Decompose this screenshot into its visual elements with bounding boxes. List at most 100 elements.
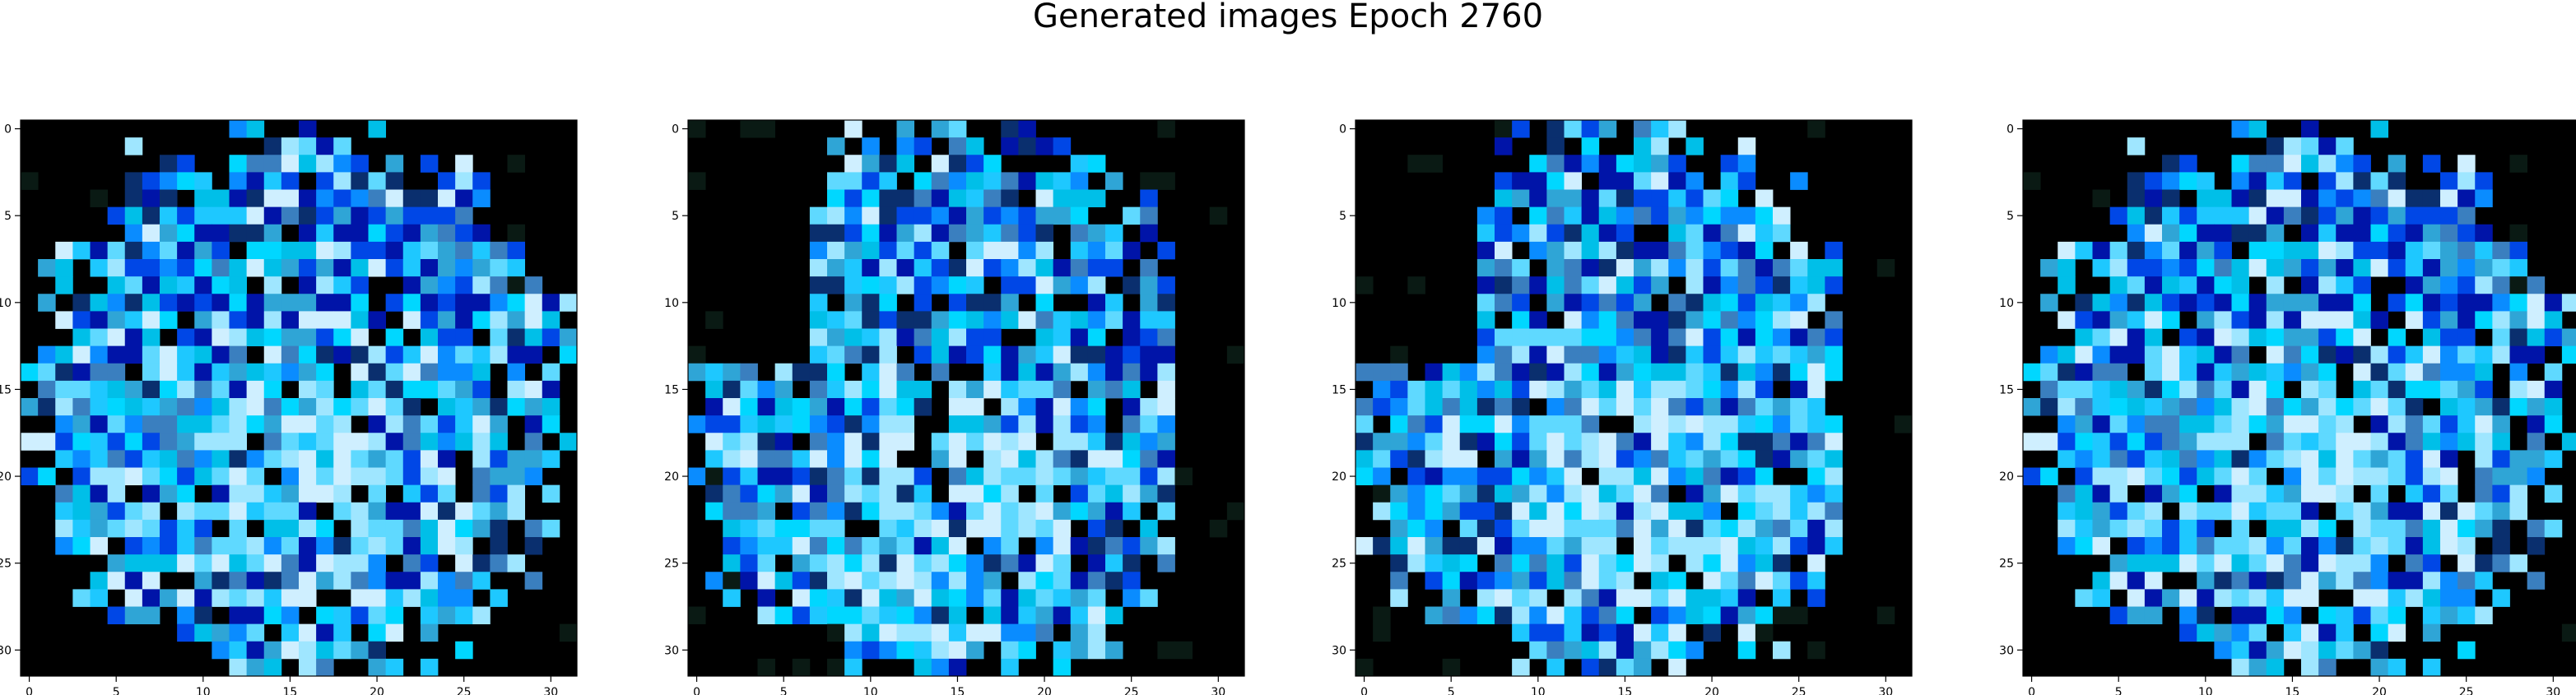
image-pixel [2353, 259, 2371, 277]
image-pixel [1564, 172, 1583, 190]
image-pixel [1807, 484, 1825, 503]
image-pixel [142, 519, 160, 538]
image-pixel [914, 519, 932, 538]
image-pixel [194, 572, 212, 590]
image-pixel [542, 398, 560, 416]
image-pixel [2109, 345, 2128, 364]
image-pixel [38, 294, 56, 312]
image-pixel [2353, 606, 2371, 625]
image-pixel [931, 276, 950, 294]
image-pixel [2248, 589, 2267, 607]
axes-frame [687, 119, 1245, 677]
image-pixel [896, 224, 915, 243]
image-pixel [2266, 380, 2285, 399]
image-pixel [2440, 589, 2458, 607]
image-pixel [1581, 328, 1600, 347]
image-pixel [2301, 363, 2319, 382]
image-pixel [1564, 589, 1583, 607]
image-pixel [281, 206, 300, 225]
image-pixel [1035, 137, 1054, 155]
image-pixel [1634, 259, 1652, 277]
image-pixel [879, 224, 897, 243]
image-pixel [1529, 623, 1547, 642]
image-pixel [2475, 450, 2493, 468]
image-pixel [1807, 276, 1825, 294]
image-pixel [212, 433, 230, 451]
image-pixel [1105, 345, 1123, 364]
image-pixel [90, 345, 109, 364]
image-pixel [2248, 450, 2267, 468]
image-pixel [1737, 554, 1756, 572]
image-pixel [2179, 276, 2197, 294]
image-pixel [1546, 606, 1565, 625]
image-pixel [1105, 172, 1123, 190]
image-pixel [1035, 311, 1054, 329]
image-pixel [1373, 537, 1391, 555]
image-pixel [420, 259, 439, 277]
image-pixel [914, 554, 932, 572]
image-pixel [844, 241, 863, 260]
image-pixel [2248, 415, 2267, 433]
image-pixel [792, 572, 811, 590]
image-pixel [351, 206, 369, 225]
image-pixel [2179, 467, 2197, 486]
image-pixel [72, 241, 91, 260]
x-tick-label: 10 [1531, 686, 1546, 695]
image-pixel [2318, 415, 2337, 433]
image-pixel [438, 450, 456, 468]
image-pixel [333, 433, 351, 451]
image-pixel [1425, 537, 1444, 555]
image-pixel [1634, 450, 1652, 468]
image-pixel [1546, 519, 1565, 538]
image-pixel [2197, 554, 2215, 572]
image-pixel [229, 224, 248, 243]
image-pixel [1087, 519, 1106, 538]
image-pixel [1755, 623, 1774, 642]
image-pixel [2336, 398, 2354, 416]
image-pixel [385, 433, 404, 451]
image-pixel [2301, 137, 2319, 155]
image-pixel [333, 502, 351, 521]
x-tick-label: 10 [196, 686, 211, 695]
image-pixel [827, 450, 845, 468]
image-pixel [966, 328, 984, 347]
image-pixel [1087, 606, 1106, 625]
image-pixel [2179, 606, 2197, 625]
image-pixel [2405, 345, 2424, 364]
image-pixel [2266, 484, 2285, 503]
image-pixel [2457, 589, 2476, 607]
image-pixel [1209, 206, 1228, 225]
image-pixel [896, 589, 915, 607]
image-pixel [316, 363, 334, 382]
image-pixel [1773, 328, 1791, 347]
image-pixel [2492, 554, 2510, 572]
image-pixel [1053, 537, 1072, 555]
image-pixel [723, 398, 741, 416]
image-pixel [948, 554, 967, 572]
image-pixel [455, 276, 473, 294]
image-pixel [90, 519, 109, 538]
image-pixel [827, 380, 845, 399]
image-pixel [160, 398, 178, 416]
image-pixel [2475, 398, 2493, 416]
image-pixel [212, 276, 230, 294]
image-pixel [1407, 276, 1425, 294]
image-pixel [948, 345, 967, 364]
image-pixel [844, 206, 863, 225]
image-pixel [333, 641, 351, 660]
image-pixel [246, 172, 265, 190]
image-pixel [757, 554, 776, 572]
image-pixel [2144, 502, 2163, 521]
image-pixel [1087, 155, 1106, 173]
image-pixel [2214, 311, 2232, 329]
image-pixel [1035, 398, 1054, 416]
image-pixel [2092, 345, 2111, 364]
image-pixel [2283, 206, 2302, 225]
image-pixel [1581, 120, 1600, 138]
image-pixel [1686, 519, 1704, 538]
image-pixel [827, 415, 845, 433]
image-pixel [983, 623, 1002, 642]
image-pixel [1598, 172, 1617, 190]
image-pixel [1018, 572, 1036, 590]
y-tick-label: 30 [0, 644, 12, 657]
